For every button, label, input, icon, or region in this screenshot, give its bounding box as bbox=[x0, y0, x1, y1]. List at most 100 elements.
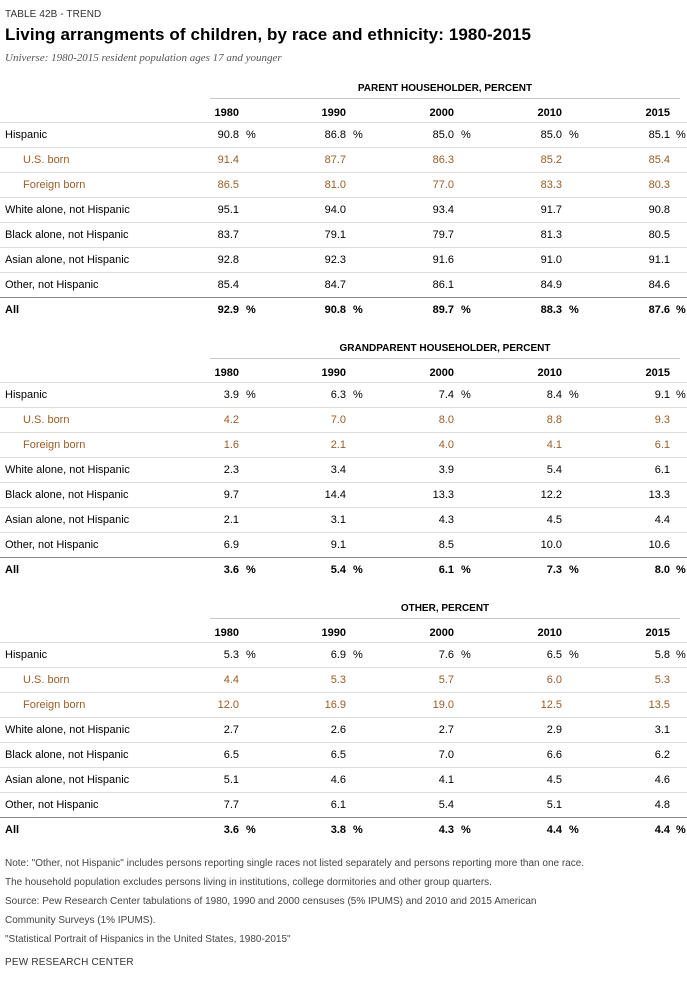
year-header: 2015 bbox=[645, 367, 670, 379]
table-row: Foreign born 12.0 16.9 19.0 12.5 13.5 bbox=[0, 692, 687, 718]
cell-value: 8.5 bbox=[438, 539, 454, 551]
row-label: Black alone, not Hispanic bbox=[5, 749, 129, 761]
row-label: All bbox=[5, 824, 20, 836]
row-label: All bbox=[5, 564, 20, 576]
cell-value: 12.2 bbox=[540, 489, 562, 501]
cell-value: 13.3 bbox=[648, 489, 670, 501]
cell-value: 6.9 bbox=[223, 539, 239, 551]
table-row: Black alone, not Hispanic 9.7 14.4 13.3 12.2… bbox=[0, 482, 687, 508]
row-label: U.S. born bbox=[23, 154, 70, 166]
percent-sign: % bbox=[569, 304, 579, 316]
percent-sign: % bbox=[676, 824, 686, 836]
page-title: Living arrangments of children, by race … bbox=[5, 25, 532, 44]
cell-value: 90.8 bbox=[217, 129, 239, 141]
cell-value: 83.7 bbox=[217, 229, 239, 241]
percent-sign: % bbox=[461, 129, 471, 141]
cell-value: 87.7 bbox=[324, 154, 346, 166]
cell-value: 9.1 bbox=[654, 389, 670, 401]
brand-footer: PEW RESEARCH CENTER bbox=[5, 957, 134, 968]
percent-sign: % bbox=[569, 649, 579, 661]
row-label: Black alone, not Hispanic bbox=[5, 229, 129, 241]
year-header: 2015 bbox=[645, 627, 670, 639]
cell-value: 88.3 bbox=[540, 304, 562, 316]
table-row: Other, not Hispanic 6.9 9.1 8.5 10.0 10.6 bbox=[0, 532, 687, 558]
cell-value: 6.1 bbox=[330, 799, 346, 811]
table-row: All 3.6% 5.4% 6.1% 7.3% 8.0% bbox=[0, 557, 687, 583]
cell-value: 2.7 bbox=[438, 724, 454, 736]
note-line: Note: "Other, not Hispanic" includes per… bbox=[5, 858, 585, 869]
percent-sign: % bbox=[676, 304, 686, 316]
cell-value: 5.4 bbox=[330, 564, 346, 576]
cell-value: 86.1 bbox=[432, 279, 454, 291]
row-label: U.S. born bbox=[23, 414, 70, 426]
row-label: U.S. born bbox=[23, 674, 70, 686]
cell-value: 6.5 bbox=[330, 749, 346, 761]
percent-sign: % bbox=[461, 824, 471, 836]
table-row: White alone, not Hispanic 2.7 2.6 2.7 2.9 3.1 bbox=[0, 717, 687, 743]
cell-value: 85.0 bbox=[432, 129, 454, 141]
year-header: 2000 bbox=[429, 367, 454, 379]
table-eyebrow: TABLE 42B - TREND bbox=[5, 9, 102, 20]
row-label: Foreign born bbox=[23, 179, 86, 191]
cell-value: 92.9 bbox=[217, 304, 239, 316]
table-row: Asian alone, not Hispanic 2.1 3.1 4.3 4.5 4.4 bbox=[0, 507, 687, 533]
row-label: Other, not Hispanic bbox=[5, 799, 99, 811]
year-header: 2015 bbox=[645, 107, 670, 119]
cell-value: 9.7 bbox=[223, 489, 239, 501]
year-header: 2010 bbox=[537, 107, 562, 119]
row-label: Asian alone, not Hispanic bbox=[5, 774, 130, 786]
row-label: Asian alone, not Hispanic bbox=[5, 514, 130, 526]
section-heading: PARENT HOUSEHOLDER, PERCENT bbox=[210, 83, 680, 99]
cell-value: 85.0 bbox=[540, 129, 562, 141]
table-row: Black alone, not Hispanic 83.7 79.1 79.7 81.… bbox=[0, 222, 687, 248]
cell-value: 7.0 bbox=[438, 749, 454, 761]
cell-value: 4.4 bbox=[654, 514, 670, 526]
cell-value: 91.1 bbox=[648, 254, 670, 266]
percent-sign: % bbox=[461, 649, 471, 661]
cell-value: 2.1 bbox=[330, 439, 346, 451]
note-line: The household population excludes person… bbox=[5, 877, 492, 888]
cell-value: 2.7 bbox=[223, 724, 239, 736]
table-row: Foreign born 86.5 81.0 77.0 83.3 80.3 bbox=[0, 172, 687, 198]
cell-value: 12.0 bbox=[217, 699, 239, 711]
cell-value: 2.3 bbox=[223, 464, 239, 476]
cell-value: 9.3 bbox=[654, 414, 670, 426]
percent-sign: % bbox=[353, 304, 363, 316]
cell-value: 91.6 bbox=[432, 254, 454, 266]
percent-sign: % bbox=[569, 564, 579, 576]
percent-sign: % bbox=[353, 564, 363, 576]
cell-value: 8.0 bbox=[438, 414, 454, 426]
cell-value: 5.4 bbox=[546, 464, 562, 476]
year-header: 2010 bbox=[537, 627, 562, 639]
table-row: All 92.9% 90.8% 89.7% 88.3% 87.6% bbox=[0, 297, 687, 323]
percent-sign: % bbox=[246, 304, 256, 316]
cell-value: 6.1 bbox=[438, 564, 454, 576]
cell-value: 4.4 bbox=[546, 824, 562, 836]
cell-value: 91.7 bbox=[540, 204, 562, 216]
percent-sign: % bbox=[676, 389, 686, 401]
cell-value: 4.4 bbox=[223, 674, 239, 686]
row-label: Hispanic bbox=[5, 649, 48, 661]
cell-value: 4.3 bbox=[438, 514, 454, 526]
table-row: Asian alone, not Hispanic 5.1 4.6 4.1 4.5 4.6 bbox=[0, 767, 687, 793]
table-row: Asian alone, not Hispanic 92.8 92.3 91.6 91.… bbox=[0, 247, 687, 273]
table-row: White alone, not Hispanic 2.3 3.4 3.9 5.4 6.1 bbox=[0, 457, 687, 483]
cell-value: 4.4 bbox=[654, 824, 670, 836]
percent-sign: % bbox=[353, 129, 363, 141]
section-heading: OTHER, PERCENT bbox=[210, 603, 680, 619]
cell-value: 77.0 bbox=[432, 179, 454, 191]
year-header: 1990 bbox=[321, 367, 346, 379]
table-row: All 3.6% 3.8% 4.3% 4.4% 4.4% bbox=[0, 817, 687, 843]
year-header: 1990 bbox=[321, 107, 346, 119]
cell-value: 5.7 bbox=[438, 674, 454, 686]
row-label: Other, not Hispanic bbox=[5, 279, 99, 291]
cell-value: 6.0 bbox=[546, 674, 562, 686]
cell-value: 1.6 bbox=[223, 439, 239, 451]
cell-value: 3.8 bbox=[330, 824, 346, 836]
year-header: 2000 bbox=[429, 107, 454, 119]
cell-value: 84.6 bbox=[648, 279, 670, 291]
table-row: Other, not Hispanic 7.7 6.1 5.4 5.1 4.8 bbox=[0, 792, 687, 818]
percent-sign: % bbox=[246, 129, 256, 141]
cell-value: 7.3 bbox=[546, 564, 562, 576]
percent-sign: % bbox=[676, 129, 686, 141]
